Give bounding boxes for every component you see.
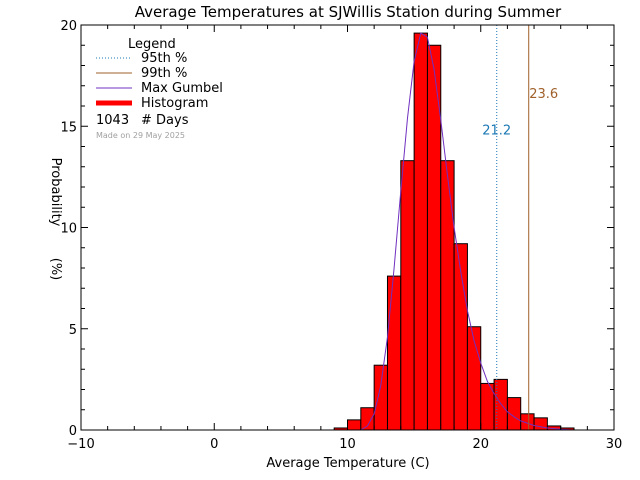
legend-title: Legend <box>128 37 176 52</box>
y-axis-label-line2: (%) <box>48 258 63 281</box>
legend-label: Max Gumbel <box>141 81 223 96</box>
y-tick-label: 10 <box>60 222 77 237</box>
histogram-bar <box>386 275 402 431</box>
histogram-bar <box>347 419 362 431</box>
legend-days-label: # Days <box>141 113 189 128</box>
axis-ticks <box>80 24 615 431</box>
histogram-bar <box>400 160 415 431</box>
x-tick-label: 0 <box>210 437 218 452</box>
x-axis-label: Average Temperature (C) <box>266 456 429 471</box>
made-on-note: Made on 29 May 2025 <box>96 131 185 140</box>
legend-label: Histogram <box>141 96 208 111</box>
histogram-bar <box>493 378 508 431</box>
histogram-bar <box>360 407 375 431</box>
x-tick-label: −10 <box>67 437 94 452</box>
y-tick-label: 0 <box>69 424 77 439</box>
legend-label: 95th % <box>141 51 187 66</box>
histogram-bar <box>533 417 548 431</box>
histogram-bar <box>413 32 428 431</box>
histogram-bar <box>373 364 388 431</box>
p95-label: 21.2 <box>482 123 511 138</box>
plot-area: 21.2 23.6 <box>333 25 575 431</box>
histogram-bars <box>333 32 575 431</box>
legend-days-count: 1043 <box>96 113 129 128</box>
gumbel-curve <box>360 32 575 431</box>
x-tick-label: 20 <box>472 437 489 452</box>
y-tick-label: 20 <box>60 19 77 34</box>
p99-label: 23.6 <box>529 87 558 102</box>
chart-title: Average Temperatures at SJWillis Station… <box>135 3 562 21</box>
y-tick-label: 5 <box>69 323 77 338</box>
legend-label: 99th % <box>141 66 187 81</box>
x-tick-label: 10 <box>339 437 356 452</box>
histogram-bar <box>440 160 455 431</box>
y-tick-label: 15 <box>60 120 77 135</box>
y-axis-label-line1: Probability <box>48 158 63 227</box>
y-axis-label: Probability (%) <box>48 158 63 281</box>
x-tick-label: 30 <box>606 437 623 452</box>
